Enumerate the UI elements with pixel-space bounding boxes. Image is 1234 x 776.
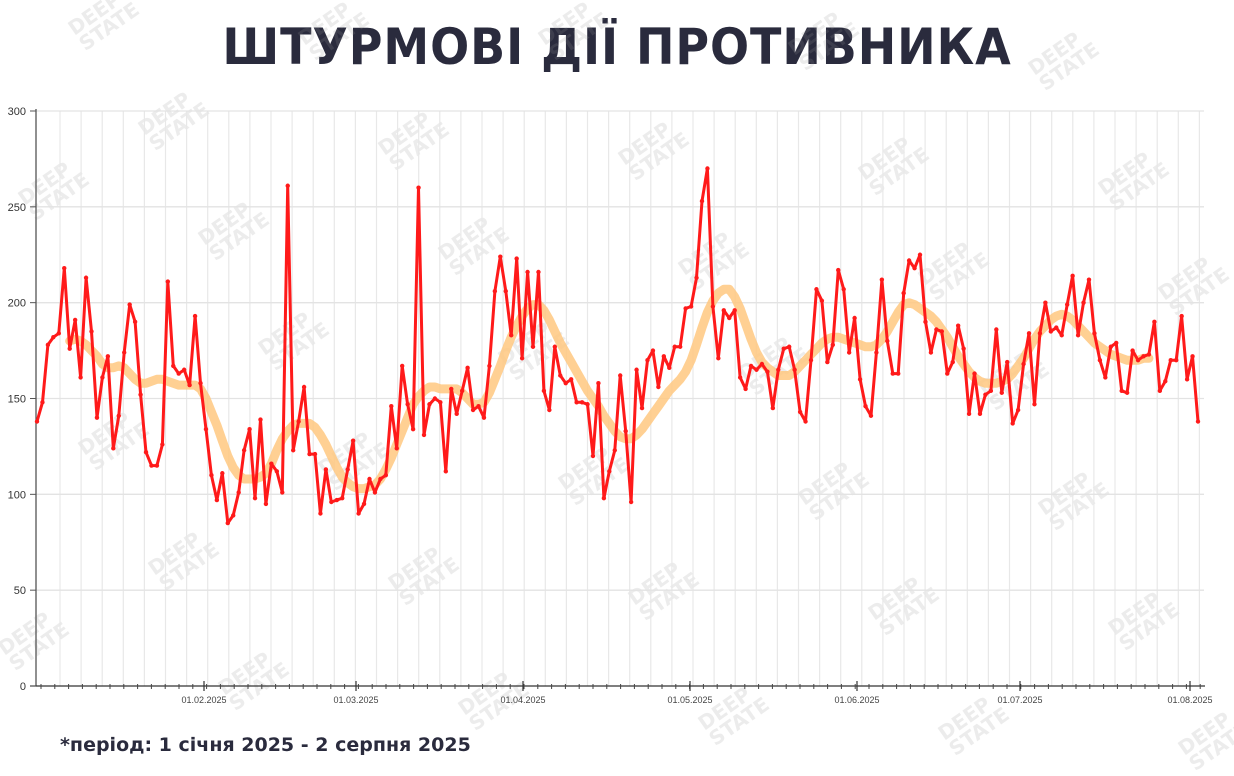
svg-text:01.04.2025: 01.04.2025 <box>500 695 545 705</box>
svg-text:01.05.2025: 01.05.2025 <box>667 695 712 705</box>
x-axis-ticks: 01.02.2025 01.03.2025 01.04.2025 01.05.2025… <box>40 681 1213 705</box>
svg-text:100: 100 <box>8 489 26 501</box>
y-axis-ticks: 0 50 100 150 200 250 300 <box>8 106 36 693</box>
svg-text:150: 150 <box>8 394 26 406</box>
svg-text:250: 250 <box>8 202 26 214</box>
svg-text:01.07.2025: 01.07.2025 <box>997 695 1042 705</box>
svg-text:0: 0 <box>20 681 26 693</box>
daily-line <box>35 167 1200 525</box>
svg-text:01.06.2025: 01.06.2025 <box>834 695 879 705</box>
svg-text:01.02.2025: 01.02.2025 <box>181 695 226 705</box>
svg-text:200: 200 <box>8 298 26 310</box>
chart-title: ШТУРМОВІ ДІЇ ПРОТИВНИКА <box>222 18 1012 76</box>
svg-text:01.03.2025: 01.03.2025 <box>333 695 378 705</box>
daily-data-points <box>34 166 1201 526</box>
period-footnote: *період: 1 січня 2025 - 2 серпня 2025 <box>60 734 471 756</box>
trend-line <box>65 284 1154 494</box>
svg-text:300: 300 <box>8 106 26 118</box>
svg-text:01.08.2025: 01.08.2025 <box>1167 695 1212 705</box>
svg-text:50: 50 <box>14 585 26 597</box>
